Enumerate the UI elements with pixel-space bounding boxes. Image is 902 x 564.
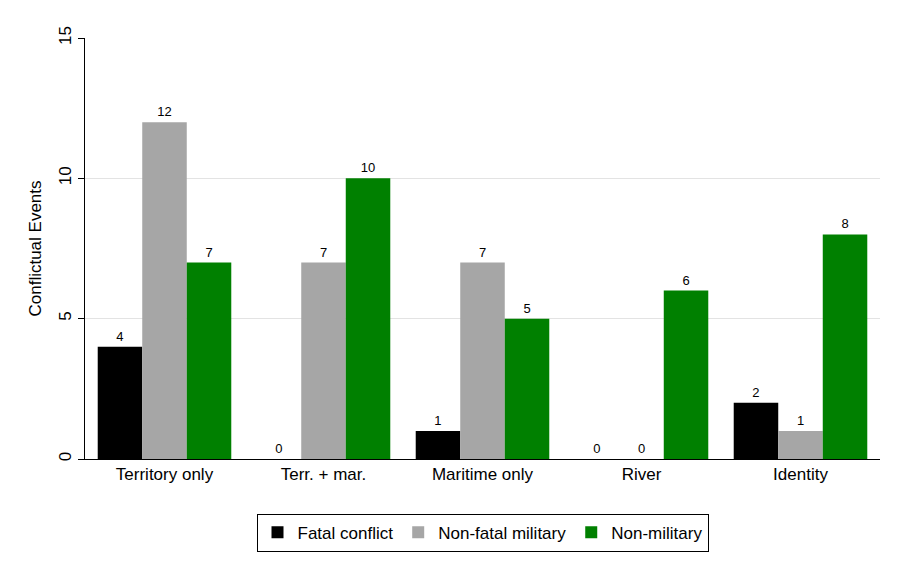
svg-text:7: 7 [320,245,327,260]
svg-text:0: 0 [56,452,75,461]
svg-text:Conflictual Events: Conflictual Events [26,180,45,316]
svg-text:Terr. + mar.: Terr. + mar. [281,465,367,484]
svg-text:1: 1 [434,413,441,428]
svg-text:0: 0 [593,441,600,456]
svg-text:12: 12 [157,104,171,119]
svg-text:4: 4 [116,329,123,344]
svg-text:Identity: Identity [773,465,828,484]
svg-text:7: 7 [205,245,212,260]
svg-text:15: 15 [56,26,75,45]
svg-text:1: 1 [797,413,804,428]
svg-text:0: 0 [638,441,645,456]
svg-text:5: 5 [523,301,530,316]
svg-text:5: 5 [56,311,75,320]
svg-text:8: 8 [841,216,848,231]
svg-text:Non-fatal military: Non-fatal military [438,524,566,543]
svg-text:10: 10 [361,160,375,175]
svg-text:Non-military: Non-military [611,524,702,543]
svg-text:0: 0 [275,441,282,456]
svg-text:Maritime only: Maritime only [432,465,534,484]
svg-text:10: 10 [56,166,75,185]
svg-text:6: 6 [682,273,689,288]
svg-text:Territory only: Territory only [116,465,214,484]
svg-text:2: 2 [752,385,759,400]
svg-text:River: River [622,465,662,484]
svg-text:7: 7 [479,245,486,260]
svg-text:Fatal conflict: Fatal conflict [298,524,394,543]
